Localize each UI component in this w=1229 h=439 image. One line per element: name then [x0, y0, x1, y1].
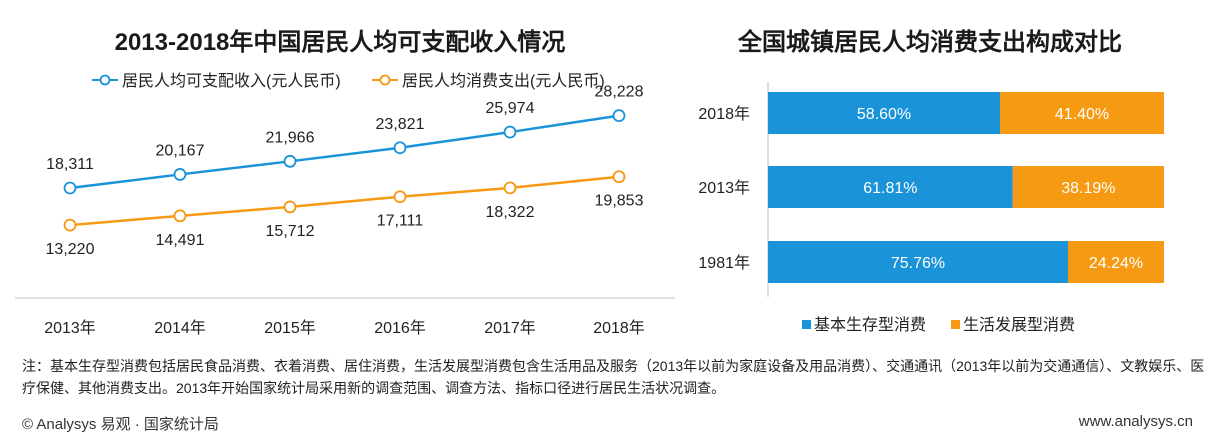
bar-label-0-0: 58.60%: [857, 106, 911, 123]
legend-label-0: 居民人均可支配收入(元人民币): [122, 72, 341, 90]
bar-1-2: [1068, 241, 1164, 283]
bar-legend-swatch-1: [951, 320, 960, 329]
site-link[interactable]: www.analysys.cn: [1078, 413, 1193, 430]
bar-legend-swatch-0: [802, 320, 811, 329]
data-point-1-5: [612, 170, 626, 184]
data-point-0-2: [283, 154, 297, 168]
data-point-1-3: [393, 190, 407, 204]
source-credit: © Analysys 易观 · 国家统计局: [22, 416, 219, 433]
data-point-0-0: [63, 181, 77, 195]
x-tick-label-0: 2013年: [44, 319, 96, 337]
bar-0-0: [768, 92, 1001, 134]
data-label-1-5: 19,853: [595, 193, 644, 210]
bar-0-1: [768, 166, 1013, 208]
y-tick-label-1: 2013年: [698, 179, 750, 197]
legend-label-1: 居民人均消费支出(元人民币): [402, 72, 605, 90]
data-point-1-0: [63, 218, 77, 232]
data-label-1-1: 14,491: [156, 232, 205, 249]
data-label-1-0: 13,220: [46, 241, 95, 258]
bar-legend-label-1: 生活发展型消费: [963, 316, 1075, 334]
data-point-1-1: [173, 209, 187, 223]
x-tick-label-3: 2016年: [374, 319, 426, 337]
bar-0-2: [768, 241, 1069, 283]
data-point-1-4: [503, 181, 517, 195]
bar-label-0-2: 75.76%: [891, 255, 945, 272]
left-chart-title: 2013-2018年中国居民人均可支配收入情况: [114, 29, 566, 56]
data-label-0-4: 25,974: [486, 100, 535, 117]
bar-label-1-1: 38.19%: [1061, 180, 1115, 197]
data-label-1-4: 18,322: [486, 204, 535, 221]
data-label-1-2: 15,712: [266, 223, 315, 240]
legend-marker-1: [379, 74, 391, 86]
data-point-0-1: [173, 168, 187, 181]
data-label-0-1: 20,167: [156, 142, 205, 159]
x-tick-label-2: 2015年: [264, 319, 316, 337]
bar-1-0: [1000, 92, 1164, 134]
x-tick-label-4: 2017年: [484, 319, 536, 337]
data-label-0-2: 21,966: [266, 129, 315, 146]
data-point-0-4: [503, 125, 517, 139]
data-point-1-2: [283, 200, 297, 214]
series-line-1: [69, 175, 620, 227]
x-tick-label-5: 2018年: [593, 319, 645, 337]
data-label-0-0: 18,311: [46, 156, 94, 173]
y-tick-label-2: 1981年: [698, 254, 750, 272]
data-label-0-3: 23,821: [376, 116, 425, 133]
bar-label-1-2: 24.24%: [1089, 255, 1143, 272]
bar-legend-label-0: 基本生存型消费: [814, 316, 926, 334]
bar-label-0-1: 61.81%: [863, 180, 917, 197]
x-tick-label-1: 2014年: [154, 319, 206, 337]
bar-1-1: [1012, 166, 1164, 208]
data-point-0-5: [612, 109, 626, 123]
bar-label-1-0: 41.40%: [1055, 106, 1109, 123]
series-line-0: [69, 114, 620, 190]
footnote: 注：基本生存型消费包括居民食品消费、衣着消费、居住消费，生活发展型消费包含生活用…: [22, 358, 1205, 396]
y-tick-label-0: 2018年: [698, 105, 750, 123]
data-label-0-5: 28,228: [595, 84, 644, 101]
right-chart-title: 全国城镇居民人均消费支出构成对比: [738, 29, 1122, 56]
data-label-1-3: 17,111: [377, 213, 424, 230]
data-point-0-3: [393, 141, 407, 155]
legend-marker-0: [99, 74, 111, 86]
